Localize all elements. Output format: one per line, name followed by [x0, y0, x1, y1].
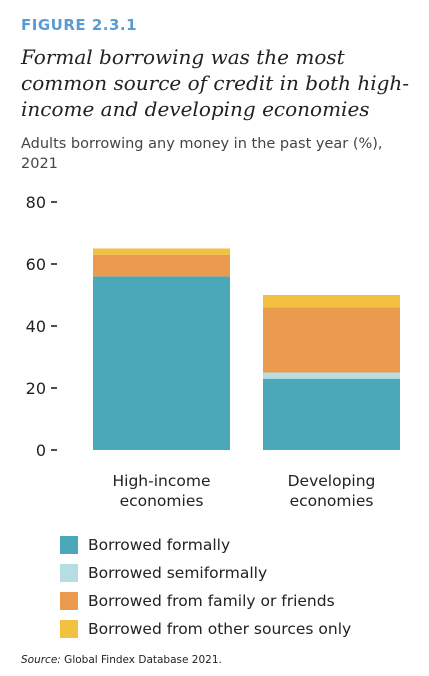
y-tick-label: 80 [26, 193, 46, 212]
bar-segment-formal [93, 276, 230, 450]
legend-swatch [60, 564, 78, 582]
bar-segment-formal [263, 378, 400, 450]
y-tick-label: 40 [26, 317, 46, 336]
bar-segment-family [93, 254, 230, 277]
legend-label: Borrowed formally [88, 536, 231, 554]
legend-swatch [60, 620, 78, 638]
legend-label: Borrowed from family or friends [88, 592, 335, 610]
y-tick-label: 60 [26, 255, 46, 274]
x-category-label: Developing [288, 472, 376, 490]
legend-item-formal: Borrowed formally [60, 531, 351, 559]
stacked-bar-chart: 0 20 40 60 80 High-income economies Developing e… [26, 193, 400, 510]
legend-swatch [60, 592, 78, 610]
source-prefix: Source: [21, 654, 61, 666]
bar-segment-other [93, 248, 230, 255]
figure-label: FIGURE 2.3.1 [21, 16, 138, 34]
legend-label: Borrowed semiformally [88, 564, 268, 582]
bar-segment-semiformal [263, 372, 400, 379]
x-category-label: High-income [113, 472, 211, 490]
legend-item-semiformal: Borrowed semiformally [60, 559, 351, 587]
source-text: Global Findex Database 2021. [60, 654, 222, 666]
x-category-label: economies [120, 492, 204, 510]
chart-legend: Borrowed formally Borrowed semiformally Bo… [60, 531, 351, 643]
bar-segment-other [263, 295, 400, 308]
x-category-label: economies [290, 492, 374, 510]
legend-swatch [60, 536, 78, 554]
source-note: Source: Global Findex Database 2021. [21, 654, 222, 666]
y-tick-label: 20 [26, 379, 46, 398]
y-tick-label: 0 [36, 441, 46, 460]
chart-title: Formal borrowing was the most common sou… [21, 45, 410, 121]
chart-subtitle: Adults borrowing any money in the past y… [21, 136, 383, 172]
legend-item-family: Borrowed from family or friends [60, 587, 351, 615]
legend-item-other: Borrowed from other sources only [60, 615, 351, 643]
bar-segment-family [263, 307, 400, 373]
legend-label: Borrowed from other sources only [88, 620, 352, 638]
